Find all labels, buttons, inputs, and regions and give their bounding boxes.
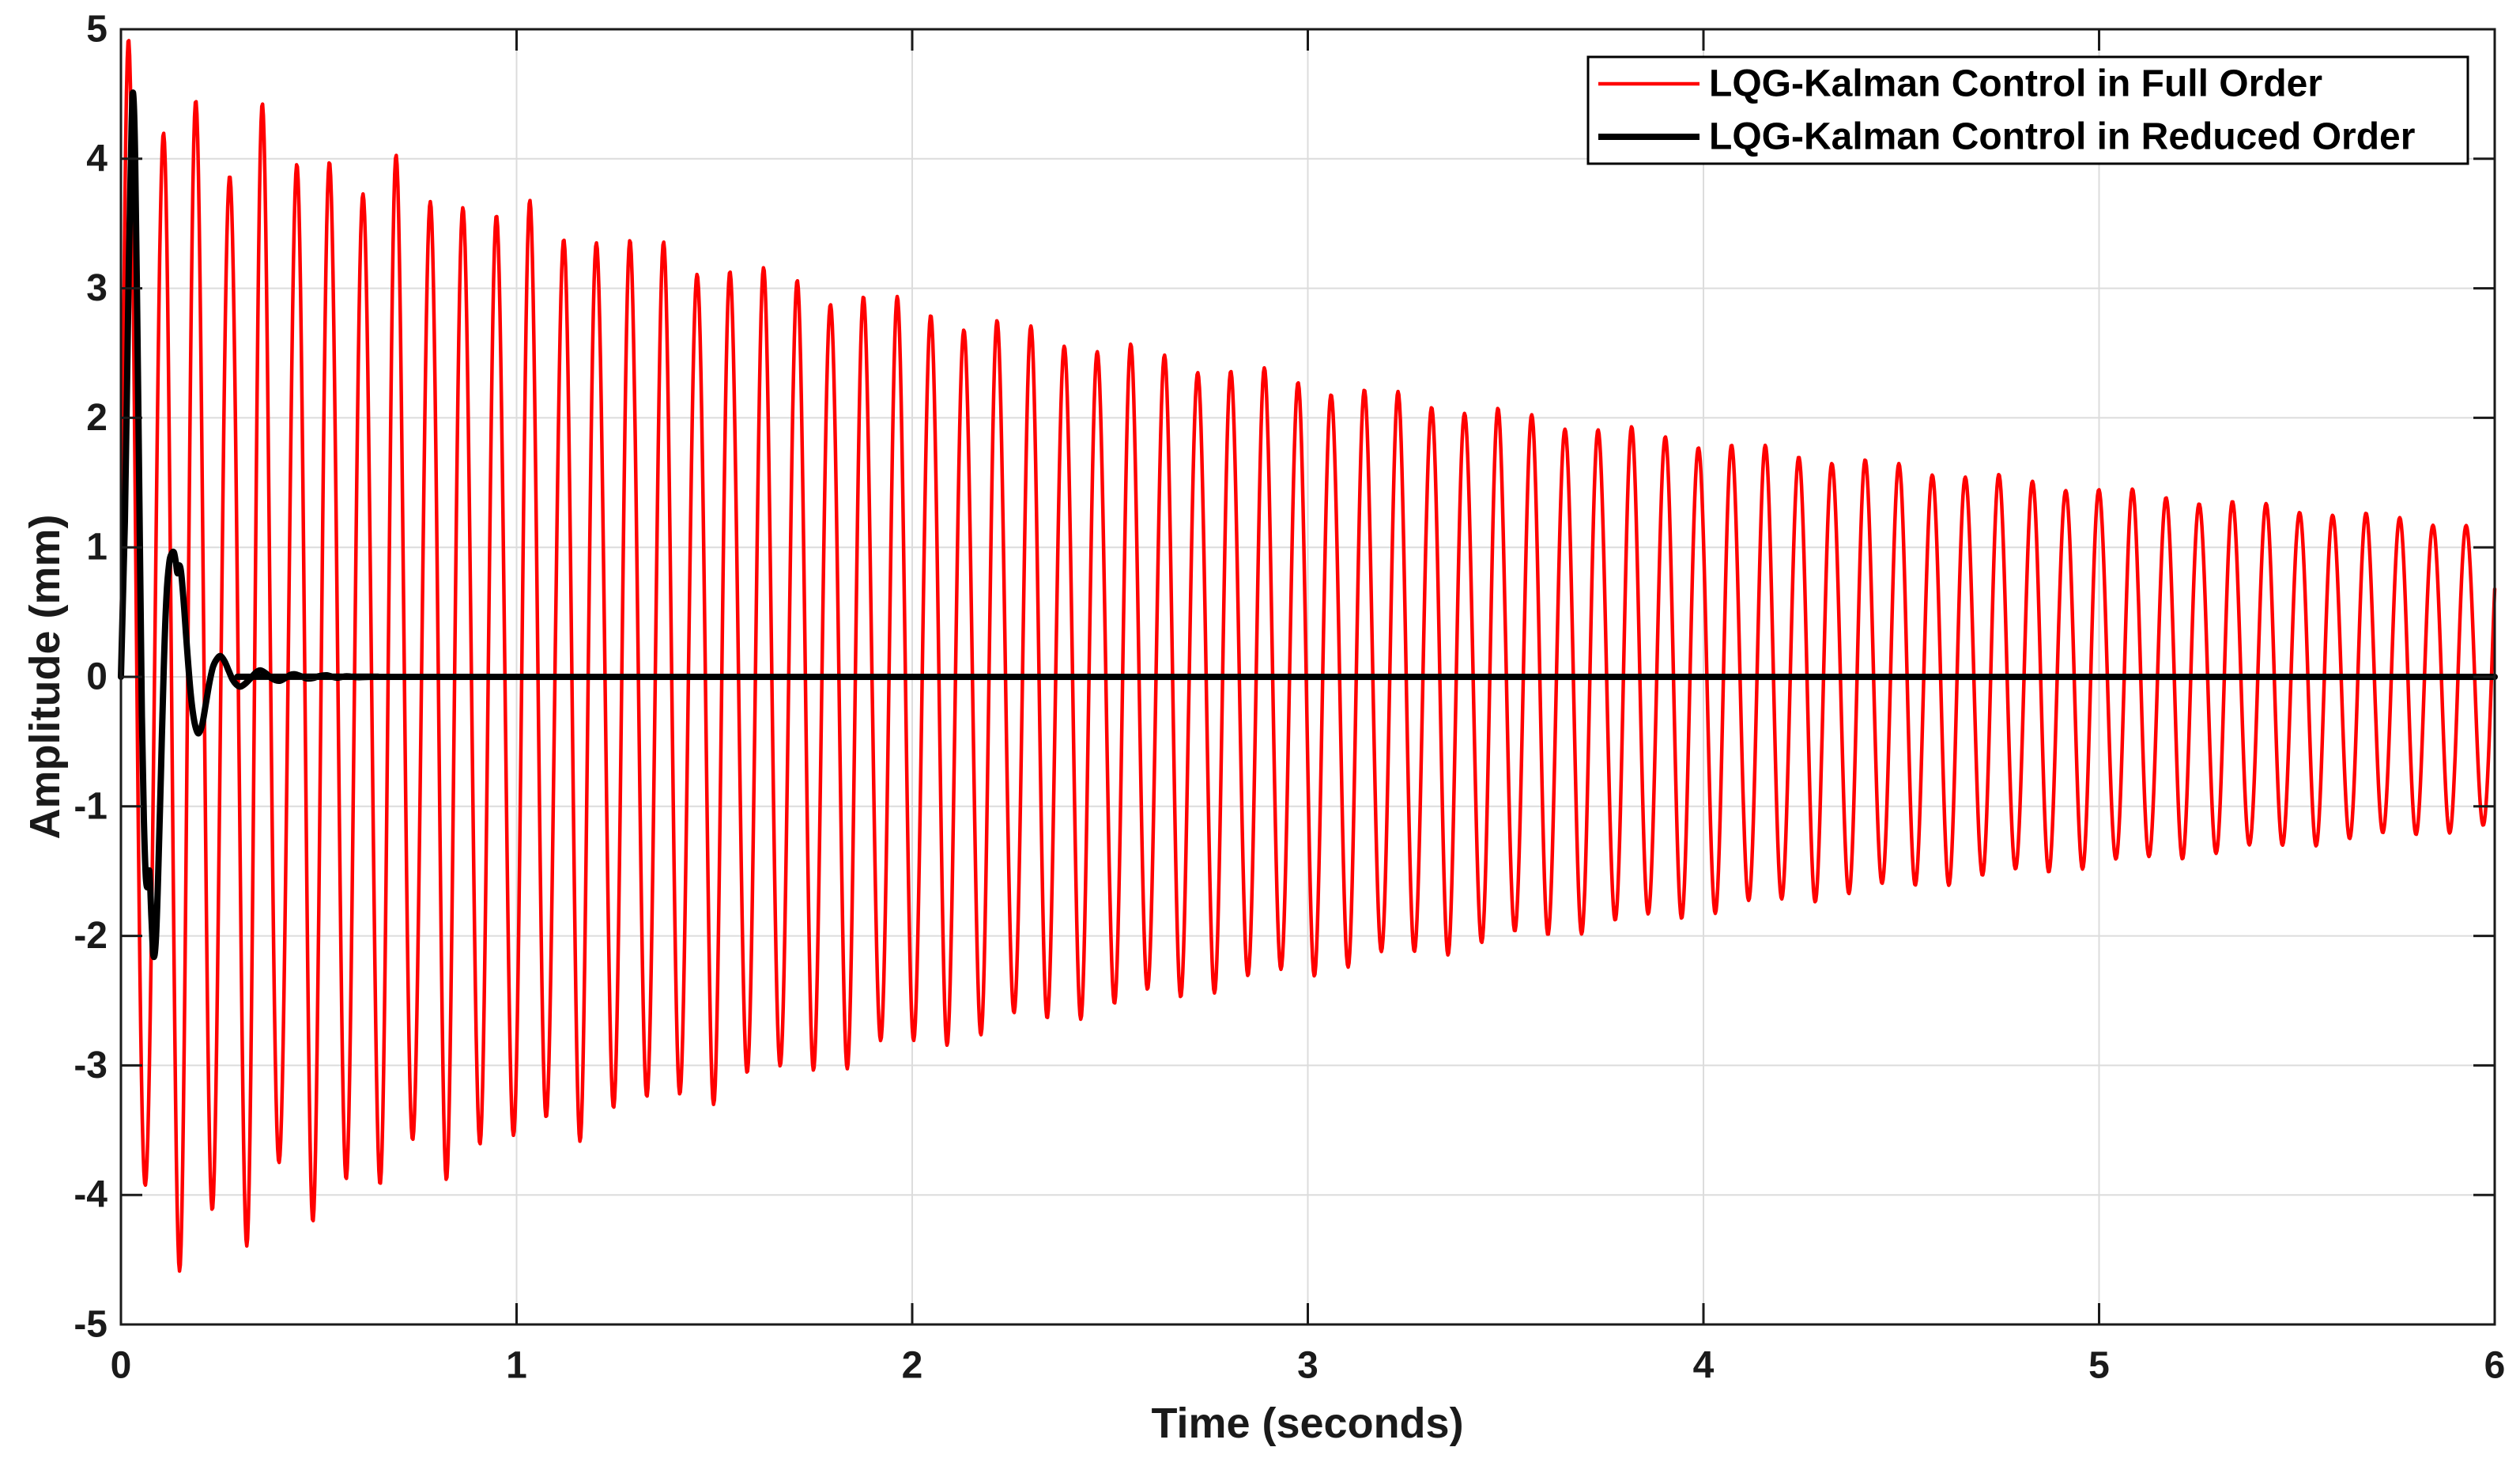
x-tick-label: 0 bbox=[111, 1345, 132, 1387]
y-tick-label: 0 bbox=[86, 656, 108, 698]
x-tick-label: 2 bbox=[902, 1345, 923, 1387]
y-tick-label: -1 bbox=[74, 785, 108, 827]
legend-box bbox=[1586, 55, 2469, 165]
tick-labels: 0 1 2 3 4 5 6 -5 -4 -3 -2 -1 0 1 2 3 4 5 bbox=[74, 9, 2505, 1387]
series-full-order-line bbox=[119, 39, 2497, 1273]
y-tick-label: 4 bbox=[86, 138, 108, 179]
series-group bbox=[118, 39, 2498, 1273]
legend: LQG-Kalman Control in Full Order LQG-Kalm… bbox=[1586, 55, 2469, 165]
y-tick-label: 5 bbox=[86, 9, 108, 51]
x-tick-label: 5 bbox=[2088, 1345, 2110, 1387]
series-reduced-order-line bbox=[118, 89, 2498, 961]
legend-label: LQG-Kalman Control in Reduced Order bbox=[1709, 116, 2415, 158]
x-tick-label: 6 bbox=[2484, 1345, 2506, 1387]
x-tick-label: 3 bbox=[1297, 1345, 1318, 1387]
y-tick-label: -3 bbox=[74, 1045, 108, 1086]
axes-group bbox=[119, 28, 2496, 1326]
y-tick-label: -4 bbox=[74, 1174, 108, 1216]
y-tick-label: 2 bbox=[86, 397, 108, 439]
y-tick-label: -5 bbox=[74, 1304, 108, 1346]
y-tick-label: 1 bbox=[86, 527, 108, 569]
legend-label: LQG-Kalman Control in Full Order bbox=[1709, 63, 2322, 105]
y-tick-label: -2 bbox=[74, 915, 108, 957]
x-tick-label: 1 bbox=[506, 1345, 527, 1387]
y-tick-label: 3 bbox=[86, 267, 108, 309]
x-tick-label: 4 bbox=[1693, 1345, 1715, 1387]
x-axis-label: Time (seconds) bbox=[1151, 1400, 1464, 1447]
y-axis-label: Amplitude (mm) bbox=[21, 514, 69, 840]
